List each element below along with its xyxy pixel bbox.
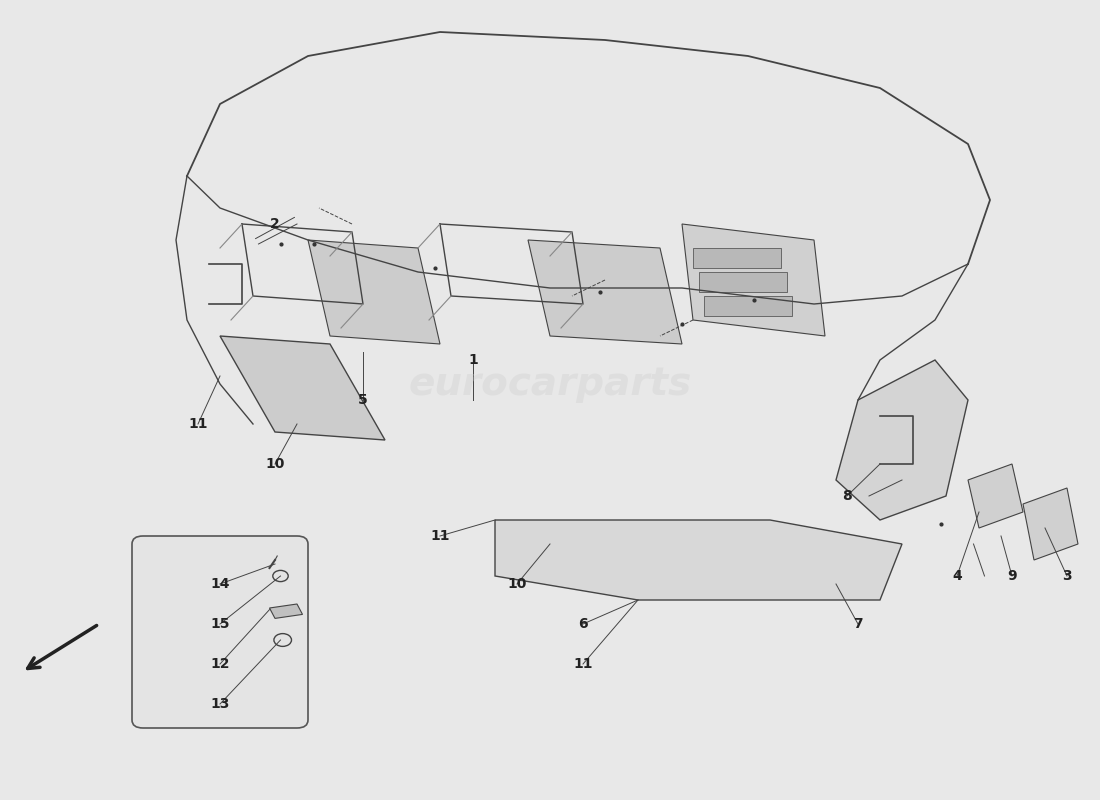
Text: 13: 13 bbox=[210, 697, 230, 711]
Text: 9: 9 bbox=[1008, 569, 1016, 583]
Text: 3: 3 bbox=[1063, 569, 1071, 583]
Text: 1: 1 bbox=[469, 353, 477, 367]
Polygon shape bbox=[528, 240, 682, 344]
Text: 7: 7 bbox=[854, 617, 862, 631]
Bar bbox=[704, 296, 792, 316]
Text: eurocarparts: eurocarparts bbox=[408, 365, 692, 403]
Text: 11: 11 bbox=[188, 417, 208, 431]
Text: 8: 8 bbox=[843, 489, 851, 503]
Text: 11: 11 bbox=[430, 529, 450, 543]
Polygon shape bbox=[495, 520, 902, 600]
Text: 2: 2 bbox=[271, 217, 279, 231]
Text: 6: 6 bbox=[579, 617, 587, 631]
Text: 5: 5 bbox=[359, 393, 367, 407]
Polygon shape bbox=[836, 360, 968, 520]
Polygon shape bbox=[220, 336, 385, 440]
FancyBboxPatch shape bbox=[132, 536, 308, 728]
Polygon shape bbox=[270, 604, 302, 618]
Polygon shape bbox=[968, 464, 1023, 528]
Polygon shape bbox=[682, 224, 825, 336]
Bar bbox=[693, 248, 781, 268]
Text: 14: 14 bbox=[210, 577, 230, 591]
Text: 15: 15 bbox=[210, 617, 230, 631]
Text: 10: 10 bbox=[265, 457, 285, 471]
Text: 4: 4 bbox=[953, 569, 961, 583]
Text: 12: 12 bbox=[210, 657, 230, 671]
Polygon shape bbox=[308, 240, 440, 344]
Polygon shape bbox=[1023, 488, 1078, 560]
Text: 11: 11 bbox=[573, 657, 593, 671]
Text: 10: 10 bbox=[507, 577, 527, 591]
Bar bbox=[698, 272, 786, 292]
